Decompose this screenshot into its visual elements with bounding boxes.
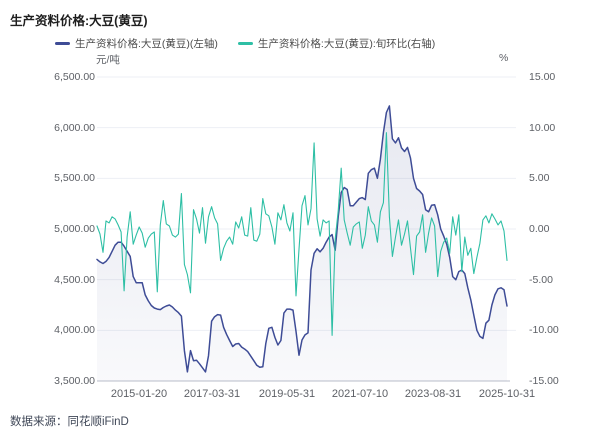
legend-label-mom: 生产资料价格:大豆(黄豆):旬环比(右轴) <box>257 38 436 50</box>
legend: 生产资料价格:大豆(黄豆)(左轴) 生产资料价格:大豆(黄豆):旬环比(右轴) <box>55 36 435 51</box>
x-axis-tick-label: 2025-10-31 <box>478 388 536 400</box>
y-axis-left-tick-label: 4,500.00 <box>54 273 95 286</box>
x-axis-tick-label: 2023-08-31 <box>404 388 462 400</box>
legend-item-price[interactable]: 生产资料价格:大豆(黄豆)(左轴) <box>55 36 218 51</box>
y-axis-left-tick-label: 5,500.00 <box>54 172 95 185</box>
legend-label-price: 生产资料价格:大豆(黄豆)(左轴) <box>75 38 218 50</box>
chart-title: 生产资料价格:大豆(黄豆) <box>10 14 148 28</box>
price-area-fill <box>97 105 507 382</box>
legend-item-mom[interactable]: 生产资料价格:大豆(黄豆):旬环比(右轴) <box>237 36 436 51</box>
legend-marker-price-icon <box>55 42 70 45</box>
x-axis-tick-label: 2019-05-31 <box>258 388 316 400</box>
y-axis-left-tick-label: 6,000.00 <box>54 121 95 134</box>
x-axis-tick-label: 2021-07-10 <box>331 388 389 400</box>
y-axis-right-tick-label: 5.00 <box>529 172 550 185</box>
y-axis-right-tick-label: -5.00 <box>529 273 553 286</box>
y-axis-left-tick-label: 4,000.00 <box>54 324 95 337</box>
x-axis-tick-label: 2017-03-31 <box>183 388 241 400</box>
right-axis-unit: % <box>499 52 509 64</box>
y-axis-right-tick-label: 15.00 <box>529 71 556 83</box>
y-axis-right-tick-label: -15.00 <box>529 375 559 387</box>
y-axis-left-tick-label: 6,500.00 <box>54 71 95 83</box>
legend-marker-mom-icon <box>237 42 253 45</box>
price-line-series <box>96 105 508 373</box>
data-source-note: 数据来源：同花顺iFinD <box>10 416 129 428</box>
x-axis-tick-label: 2015-01-20 <box>110 388 168 400</box>
y-axis-right-tick-label: 0.00 <box>529 223 550 235</box>
mom-line-series <box>96 132 508 336</box>
y-axis-right-tick-label: 10.00 <box>529 121 556 134</box>
left-axis-unit: 元/吨 <box>96 54 120 66</box>
y-axis-left-tick-label: 3,500.00 <box>54 375 95 387</box>
y-axis-right-tick-label: -10.00 <box>529 324 559 337</box>
y-axis-left-tick-label: 5,000.00 <box>54 223 95 235</box>
